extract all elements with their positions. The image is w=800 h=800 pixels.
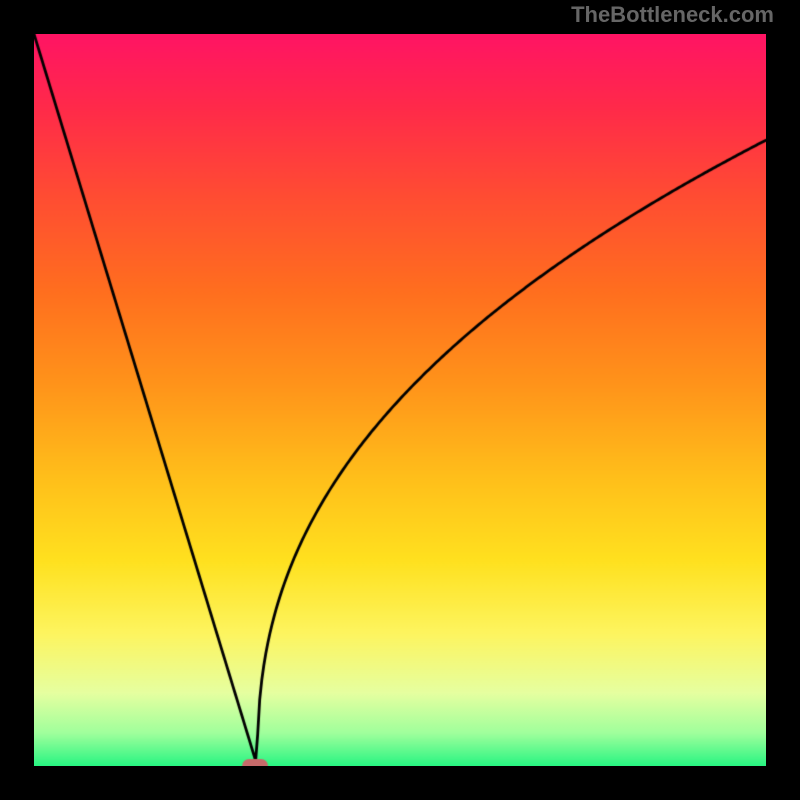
bottleneck-curve bbox=[34, 34, 766, 766]
watermark-text: TheBottleneck.com bbox=[571, 2, 774, 28]
chart-stage: TheBottleneck.com bbox=[0, 0, 800, 800]
